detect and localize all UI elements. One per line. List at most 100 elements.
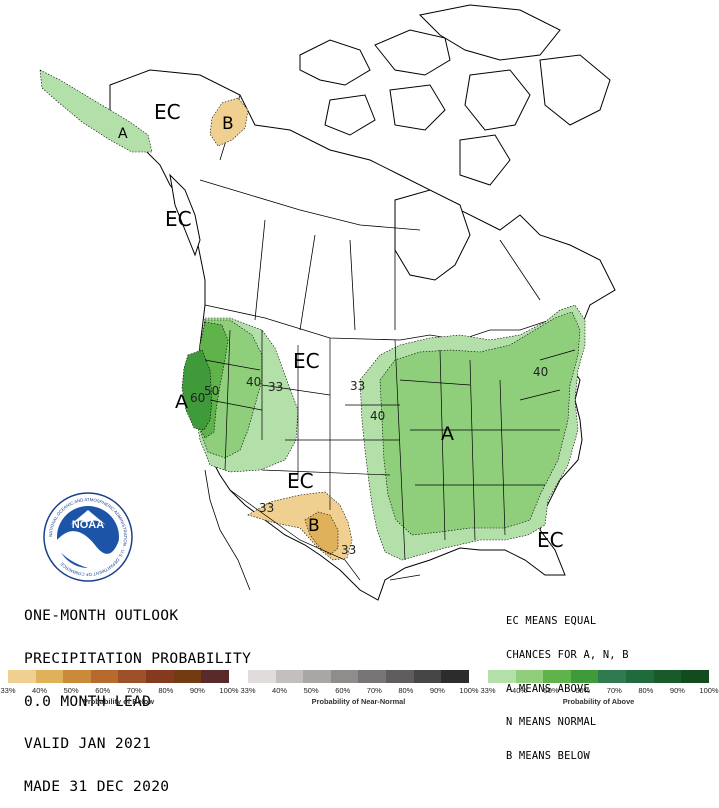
mexico-coast (204, 469, 251, 591)
legend-below-tick: 33% (0, 686, 16, 695)
label-b-southwest: B (308, 516, 320, 536)
legend-below-tick: 90% (189, 686, 205, 695)
label-ec-alaska-north: EC (154, 100, 181, 124)
label-a-west: A (175, 391, 188, 413)
legend-above-swatch (515, 670, 544, 683)
label-ec-gulf: EC (537, 528, 564, 552)
legend-above-tick: 40% (512, 686, 528, 695)
legend-above-tick: 80% (638, 686, 654, 695)
above-east-40 (379, 311, 581, 536)
legend-below-swatch (35, 670, 64, 683)
legend-near-normal-tick: 40% (272, 686, 288, 695)
legend-above-swatch (681, 670, 709, 683)
legend-below-swatch (201, 670, 229, 683)
title-line-2: PRECIPITATION PROBABILITY (24, 650, 252, 667)
ec-note-line-1: EC MEANS EQUAL (506, 615, 597, 628)
ec-note-line-3: A MEANS ABOVE (506, 682, 590, 695)
legend-above-swatches (488, 670, 709, 683)
legend-below-tick: 50% (63, 686, 79, 695)
legend-below-tick: 60% (95, 686, 111, 695)
legend-above-tick: 90% (669, 686, 685, 695)
legend-near-normal-tick: 70% (366, 686, 382, 695)
legend-near-normal-swatch (303, 670, 331, 683)
legend-above-tick: 100% (699, 686, 719, 695)
ec-note-line-4: N MEANS NORMAL (506, 716, 597, 729)
label-ec-alaska-south: EC (165, 207, 192, 231)
contour-label-33-west: 33 (268, 380, 283, 394)
title-line-1: ONE-MONTH OUTLOOK (24, 607, 179, 625)
below-alaska-area (209, 97, 249, 147)
noaa-logo-text: NOAA (72, 519, 104, 531)
legend-below-swatch (8, 670, 36, 683)
legend-below-swatch (145, 670, 174, 683)
above-shading (39, 69, 586, 561)
alaska-islands (169, 173, 201, 257)
legend-near-normal-tick: 33% (240, 686, 256, 695)
legend-above-ticks: 33% 40% 50% 60% 70% 80% 90% 100% (480, 686, 718, 698)
legend-below-swatches (8, 670, 229, 683)
legend-above-tick: 33% (480, 686, 496, 695)
legend-near-normal-tick: 100% (459, 686, 479, 695)
category-labels: EC B A EC EC A EC B A EC (118, 100, 564, 552)
contour-label-40-northeast: 40 (533, 365, 548, 379)
label-ec-southwest: EC (287, 469, 314, 493)
label-a-east: A (441, 423, 454, 445)
hudson-bay (394, 189, 471, 281)
legend-near-normal: 33% 40% 50% 60% 70% 80% 90% 100% Probability of… (240, 670, 479, 707)
legend-above-swatch (543, 670, 571, 683)
legend-near-normal-caption: Probability of Near-Normal (311, 697, 406, 706)
legend-near-normal-swatch (441, 670, 469, 683)
legend-above-swatch (598, 670, 626, 683)
ec-note-line-5: B MEANS BELOW (506, 749, 590, 762)
arctic-islands (299, 4, 611, 186)
above-alaska-area (39, 69, 153, 153)
legend-near-normal-ticks: 33% 40% 50% 60% 70% 80% 90% 100% (240, 686, 478, 698)
noaa-logo: NOAA NATIONAL OCEANIC AND ATMOSPHERIC AD… (43, 492, 133, 582)
contour-label-33-texas: 33 (341, 543, 356, 557)
contour-label-33-central: 33 (350, 379, 365, 393)
legend-above-tick: 50% (543, 686, 559, 695)
legend-below-swatch (90, 670, 119, 683)
outlook-map: 60 50 40 33 33 40 40 33 33 EC B A EC EC … (39, 4, 616, 601)
contour-label-50: 50 (204, 384, 219, 398)
legend-near-normal-swatch (275, 670, 304, 683)
legend-above-tick: 60% (575, 686, 591, 695)
label-ec-central: EC (293, 349, 320, 373)
legend-below-tick: 40% (32, 686, 48, 695)
legend-below-tick: 100% (219, 686, 239, 695)
legend-above: 33% 40% 50% 60% 70% 80% 90% 100% Probability of… (480, 670, 719, 707)
legend-above-swatch (488, 670, 516, 683)
legend-below-tick: 70% (126, 686, 142, 695)
legend-below-caption: Probability of Below (82, 697, 155, 706)
legend-near-normal-swatch (330, 670, 359, 683)
label-b-alaska: B (222, 114, 234, 134)
legend-above-swatch (570, 670, 599, 683)
contour-label-40-central: 40 (370, 409, 385, 423)
legend-above-tick: 70% (606, 686, 622, 695)
below-southwest-40 (304, 511, 339, 556)
legend-above-swatch (625, 670, 654, 683)
label-a-alaska: A (118, 126, 128, 142)
legend-below-tick: 80% (158, 686, 174, 695)
ec-note-line-2: CHANCES FOR A, N, B (506, 649, 629, 661)
contour-label-60: 60 (190, 391, 205, 405)
political-boundaries (199, 94, 551, 341)
legend-near-normal-tick: 60% (335, 686, 351, 695)
legend-near-normal-swatch (385, 670, 414, 683)
legend-near-normal-tick: 50% (303, 686, 319, 695)
title-line-4: VALID JAN 2021 (24, 735, 152, 753)
legend-near-normal-tick: 80% (398, 686, 414, 695)
legend-near-normal-swatch (413, 670, 442, 683)
above-west-60 (181, 349, 213, 431)
legend-below-swatch (63, 670, 91, 683)
legend-below: 33% 40% 50% 60% 70% 80% 90% 100% Probability of… (0, 670, 239, 707)
title-line-5: MADE 31 DEC 2020 (24, 777, 170, 795)
legend-above-caption: Probability of Above (562, 697, 635, 706)
legend-near-normal-tick: 90% (429, 686, 445, 695)
legend-below-ticks: 33% 40% 50% 60% 70% 80% 90% 100% (0, 686, 238, 698)
legend-below-swatch (173, 670, 202, 683)
contour-label-40-west: 40 (246, 375, 261, 389)
legend-above-swatch (653, 670, 682, 683)
legend-below-swatch (118, 670, 146, 683)
state-boundaries (204, 329, 576, 581)
